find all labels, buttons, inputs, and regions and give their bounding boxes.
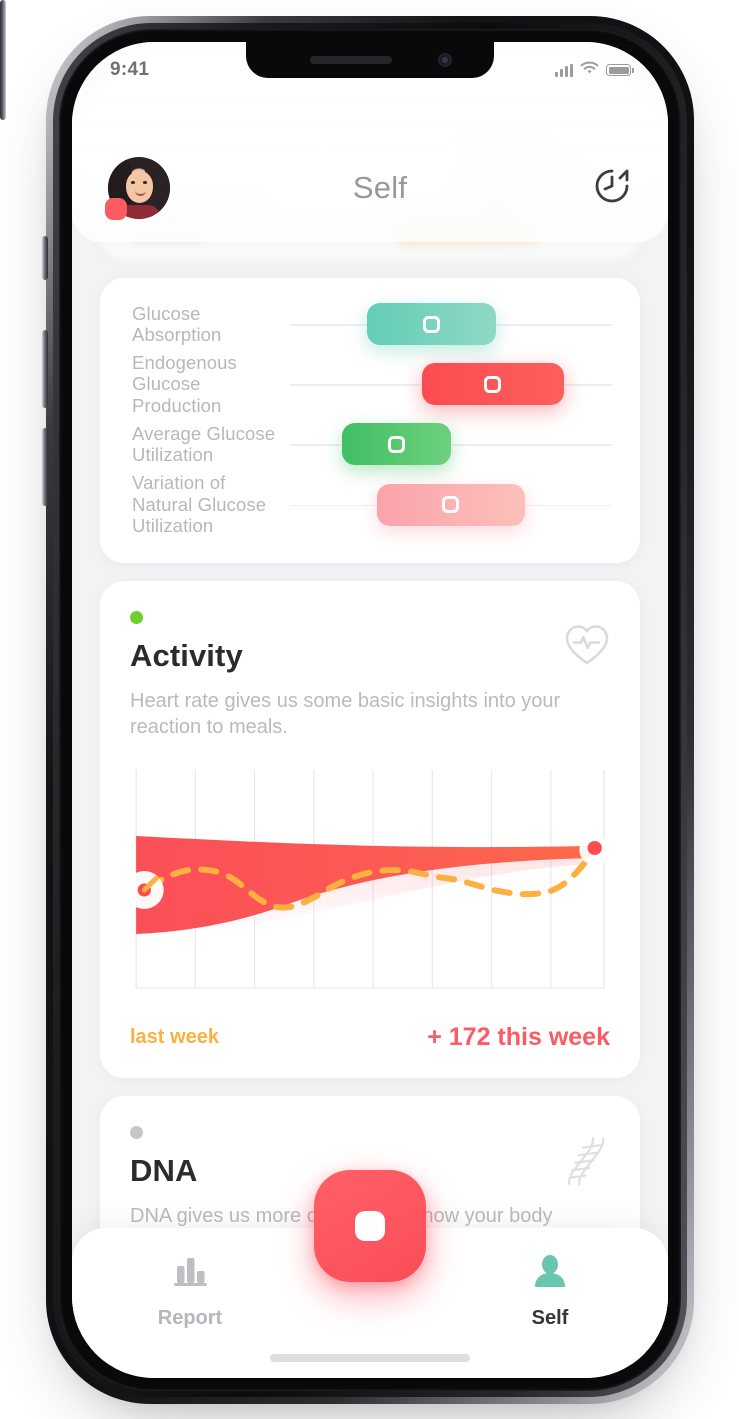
tab-report[interactable]: Report <box>130 1254 250 1330</box>
record-button[interactable] <box>314 1170 426 1282</box>
header-bar: Self <box>72 150 668 226</box>
silent-switch[interactable] <box>42 236 48 280</box>
tab-list: Report Self <box>72 1228 668 1330</box>
slider-track[interactable] <box>290 419 612 469</box>
chart-start-marker <box>124 870 164 909</box>
activity-status-dot <box>130 610 143 624</box>
heart-pulse-icon <box>564 623 610 672</box>
page-title: Self <box>352 170 408 205</box>
activity-chart <box>124 766 610 1007</box>
slider-label: Average Glucose Utilization <box>132 422 276 466</box>
bar-chart-icon <box>169 1254 211 1295</box>
slider-label: Endogenous Glucose Production <box>132 352 237 416</box>
front-camera <box>438 53 452 67</box>
avatar[interactable] <box>105 157 170 220</box>
avatar-face <box>126 171 153 203</box>
slider-track[interactable] <box>290 299 612 349</box>
volume-up-button[interactable] <box>42 330 48 408</box>
activity-title: Activity <box>130 637 243 673</box>
slider-knob-icon <box>484 375 502 393</box>
tab-report-label: Report <box>157 1307 223 1329</box>
chart-last-week-line <box>145 850 595 911</box>
slider-pill[interactable] <box>367 303 497 345</box>
slider-row-variation-of-natural-glucose-utilization[interactable]: Variation of Natural Glucose Utilization <box>100 472 640 536</box>
slider-pill[interactable] <box>376 483 526 526</box>
activity-chart-svg <box>124 769 610 989</box>
phone-screen: Insulin Circadian Rhythm <box>72 42 668 1378</box>
earpiece-speaker <box>310 56 392 64</box>
activity-description: Heart rate gives us some basic insights … <box>130 689 561 738</box>
avatar-clothing <box>118 205 160 219</box>
person-icon <box>531 1254 569 1295</box>
slider-row-endogenous-glucose-production[interactable]: Endogenous Glucose Production <box>100 352 640 416</box>
home-indicator[interactable] <box>270 1354 470 1362</box>
dna-helix-icon <box>552 1132 610 1195</box>
slider-track[interactable] <box>290 359 612 409</box>
slider-knob-icon <box>442 496 460 514</box>
tab-self-label: Self <box>531 1307 569 1329</box>
power-button[interactable] <box>0 0 6 120</box>
tab-self[interactable]: Self <box>490 1254 610 1330</box>
avatar-smile <box>135 190 146 196</box>
slider-track[interactable] <box>290 480 612 530</box>
activity-chart-footer: last week + 172 this week <box>130 1023 610 1052</box>
slider-label: Glucose Absorption <box>132 302 222 345</box>
avatar-eye-right <box>143 181 147 184</box>
avatar-status-badge <box>105 198 127 220</box>
slider-row-average-glucose-utilization[interactable]: Average Glucose Utilization <box>100 416 640 472</box>
slider-pill[interactable] <box>422 363 564 406</box>
slider-pill[interactable] <box>341 423 451 466</box>
slider-label: Variation of Natural Glucose Utilization <box>132 472 267 537</box>
chart-delta-this-week: + 172 this week <box>427 1022 610 1051</box>
slider-knob-icon <box>387 435 405 453</box>
dna-title: DNA <box>130 1152 198 1188</box>
chart-band-area <box>136 835 592 934</box>
avatar-eye-left <box>131 181 135 184</box>
volume-down-button[interactable] <box>42 428 48 506</box>
chart-end-marker <box>579 834 610 865</box>
record-button-icon <box>355 1211 385 1241</box>
chart-legend-last-week: last week <box>130 1025 219 1048</box>
bottom-tab-bar: Report Self <box>72 1170 668 1378</box>
device-notch <box>246 42 494 78</box>
slider-knob-icon <box>423 315 441 333</box>
history-clock-icon[interactable] <box>590 164 634 213</box>
slider-row-glucose-absorption[interactable]: Glucose Absorption <box>100 296 640 352</box>
glucose-metrics-card: Glucose Absorption Endogenous Glucose Pr… <box>100 278 640 563</box>
dna-status-dot <box>130 1125 143 1139</box>
activity-card[interactable]: Activity Heart rate gives us some basic … <box>100 580 640 1078</box>
